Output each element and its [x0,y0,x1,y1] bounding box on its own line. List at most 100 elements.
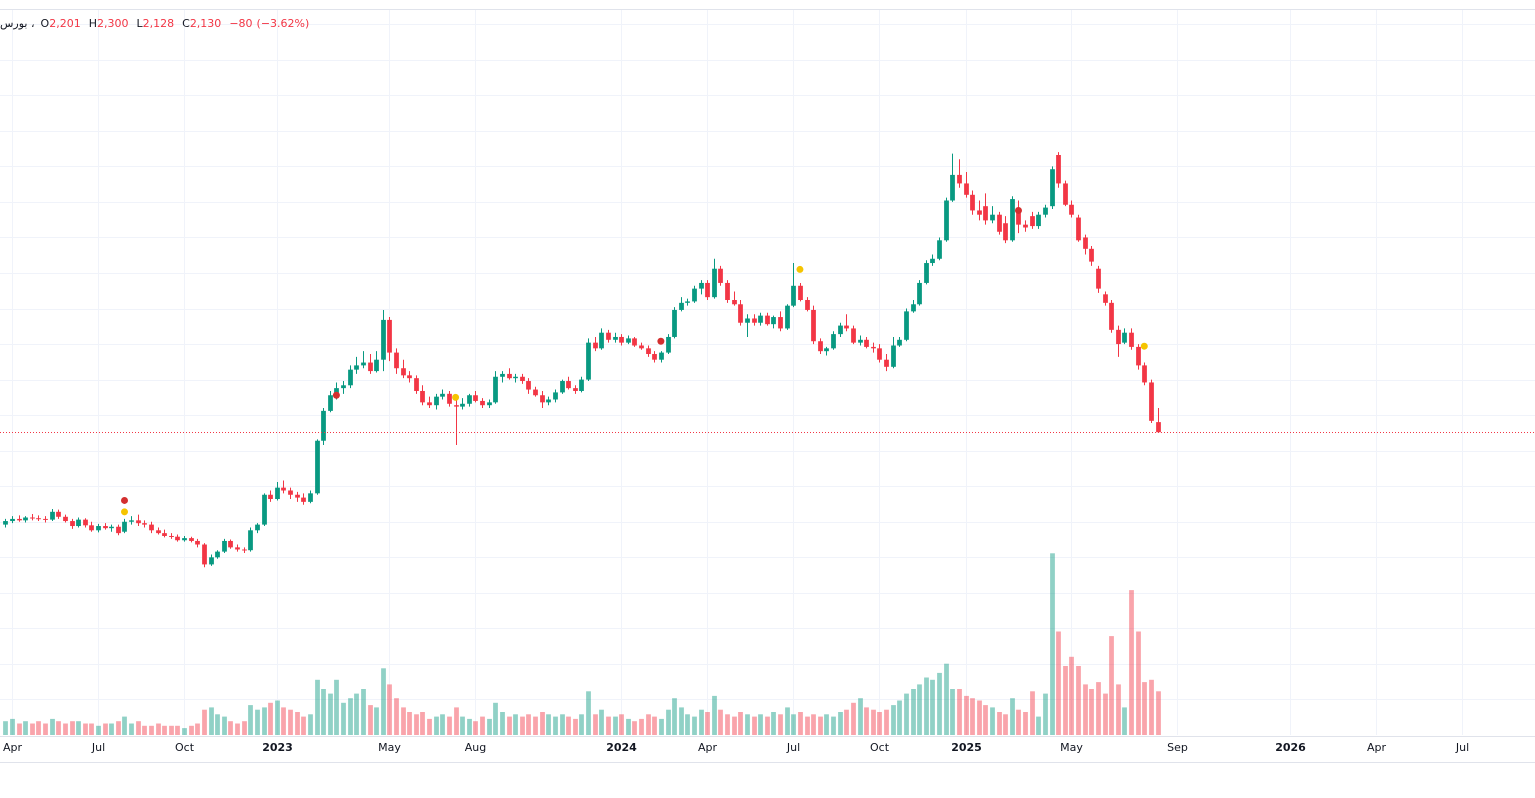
volume-bar [997,712,1002,735]
volume-bar [652,716,657,735]
candle-body [1043,207,1048,215]
volume-bar [334,679,339,735]
candle-body [586,342,591,380]
volume-bar [83,723,88,735]
volume-bar [281,707,286,735]
candle-body [83,519,88,526]
volume-bar [162,725,167,735]
candle-body [420,390,425,403]
volume-bar [354,693,359,735]
volume-bar [301,716,306,735]
volume-bar [1030,691,1035,735]
candle-body [904,311,909,340]
legend-symbol: بورس ، [0,17,35,30]
candle-body [745,318,750,323]
volume-bar [718,709,723,735]
volume-bar [275,700,280,735]
volume-bar [864,707,869,735]
candle-body [189,538,194,541]
volume-bar [507,716,512,735]
candle-body [103,526,108,529]
candle-body [136,520,141,524]
volume-bar [699,709,704,735]
volume-bar [526,714,531,735]
volume-bar [1003,714,1008,735]
volume-bar [480,716,485,735]
volume-bar [493,702,498,735]
legend-change: −80 [229,17,253,30]
x-tick-label: Apr [3,741,23,754]
candle-body [752,318,757,323]
volume-bar [149,725,154,735]
candle-body [473,395,478,401]
volume-bar [1043,693,1048,735]
volume-bar [771,712,776,735]
volume-bar [606,716,611,735]
volume-bar [56,721,61,735]
candle-body [705,282,710,298]
candle-body [156,530,161,534]
candle-body [712,268,717,298]
signal-marker [796,265,804,273]
volume-bar [891,705,896,735]
volume-bar [977,700,982,735]
volume-bar [30,723,35,735]
volume-bar [871,709,876,735]
signal-marker [120,496,128,504]
candle-body [732,300,737,305]
x-tick-label: Jul [1455,741,1469,754]
volume-bar [924,677,929,735]
signal-marker [657,337,665,345]
candle-body [23,517,28,521]
candle-body [348,369,353,386]
volume-bar [831,716,836,735]
volume-bar [50,718,55,735]
candle-body [672,309,677,337]
candle-body [50,511,55,520]
candle-body [1023,224,1028,228]
volume-bar [1010,698,1015,735]
candle-body [394,352,399,369]
volume-bar [811,714,816,735]
candle-body [891,345,896,367]
candle-body [851,328,856,343]
volume-bar [1109,636,1114,735]
volume-bar [1050,553,1055,735]
legend-key: O [40,17,50,30]
volume-bar [1089,689,1094,735]
candle-body [871,346,876,349]
candle-body [1129,332,1134,347]
candle-body [666,336,671,353]
volume-bar [917,684,922,735]
volume-bar [467,718,472,735]
volume-bar [738,712,743,735]
volume-bar [844,709,849,735]
x-tick-label: Oct [175,741,195,754]
volume-bar [666,709,671,735]
volume-bar [235,723,240,735]
candle-body [1036,214,1041,227]
candle-body [361,362,366,366]
volume-bar [361,689,366,735]
candle-body [374,359,379,372]
volume-bar [626,718,631,735]
volume-bar [897,700,902,735]
volume-bar [321,689,326,735]
candle-body [1063,183,1068,205]
volume-bar [23,721,28,735]
legend: بورس ، O2,201 H2,300 L2,128 C2,130 −80 (−3.62%… [0,17,317,30]
grid [0,10,1535,735]
candle-body [315,440,320,494]
candle-body [864,339,869,347]
candle-body [1142,365,1147,383]
candle-body [268,494,273,500]
volume-bar [904,693,909,735]
legend-value: 2,128 [142,17,175,30]
volume-bar [288,709,293,735]
volume-pane [3,553,1161,735]
candle-body [1103,294,1108,303]
candle-body [652,354,657,360]
candle-body [387,319,392,353]
candle-body [195,540,200,545]
volume-bar [142,725,147,735]
